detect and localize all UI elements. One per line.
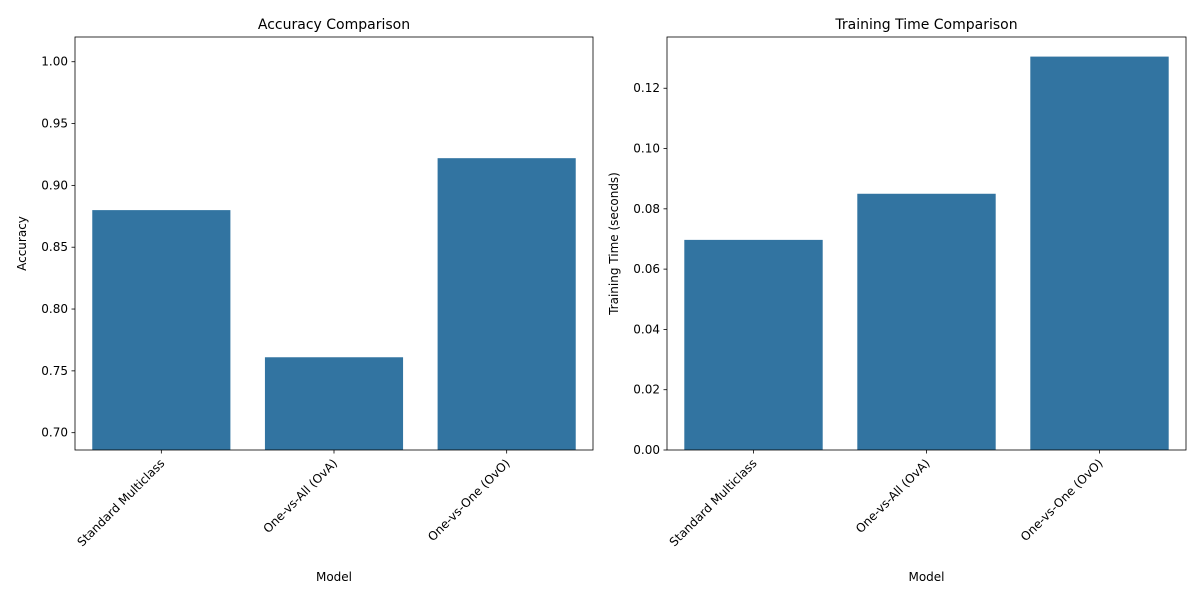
chart-title: Training Time Comparison (834, 17, 1017, 33)
y-tick-label: 0.90 (41, 178, 68, 192)
y-tick-label: 0.70 (41, 426, 68, 440)
bar-0 (684, 239, 823, 450)
y-tick-label: 0.06 (633, 262, 660, 276)
x-tick-label: Standard Multiclass (74, 456, 167, 549)
x-axis-label: Model (316, 570, 352, 584)
x-tick-label: One-vs-One (OvO) (425, 456, 513, 544)
bar-0 (92, 210, 231, 450)
training-time-chart-panel: 0.00 0.02 0.04 0.06 0.08 0.10 0.12 Standard Mul… (607, 17, 1187, 584)
x-axis-label: Model (908, 570, 944, 584)
y-axis-label: Accuracy (15, 216, 29, 271)
y-tick-label: 0.80 (41, 302, 68, 316)
y-tick-label: 0.95 (41, 117, 68, 131)
y-tick-label: 0.10 (633, 142, 660, 156)
y-tick-label: 0.00 (633, 443, 660, 457)
y-tick-label: 0.85 (41, 240, 68, 254)
y-tick-label: 0.75 (41, 364, 68, 378)
x-tick-label: One-vs-All (OvA) (260, 456, 340, 536)
y-tick-label: 1.00 (41, 55, 68, 69)
y-tick-label: 0.12 (633, 81, 660, 95)
x-tick-label: One-vs-One (OvO) (1018, 456, 1106, 544)
y-tick-label: 0.08 (633, 202, 660, 216)
bar-2 (437, 158, 576, 451)
bar-1 (264, 357, 404, 450)
y-tick-label: 0.04 (633, 322, 660, 336)
x-tick-label: One-vs-All (OvA) (853, 456, 933, 536)
x-tick-label: Standard Multiclass (667, 456, 760, 549)
y-axis-label: Training Time (seconds) (607, 172, 621, 316)
bar-1 (857, 193, 996, 450)
bar-2 (1030, 56, 1169, 451)
y-tick-label: 0.02 (633, 383, 660, 397)
chart-title: Accuracy Comparison (258, 17, 410, 33)
accuracy-chart-panel: 0.70 0.75 0.80 0.85 0.90 0.95 1.00 Standard Mul… (15, 17, 594, 584)
